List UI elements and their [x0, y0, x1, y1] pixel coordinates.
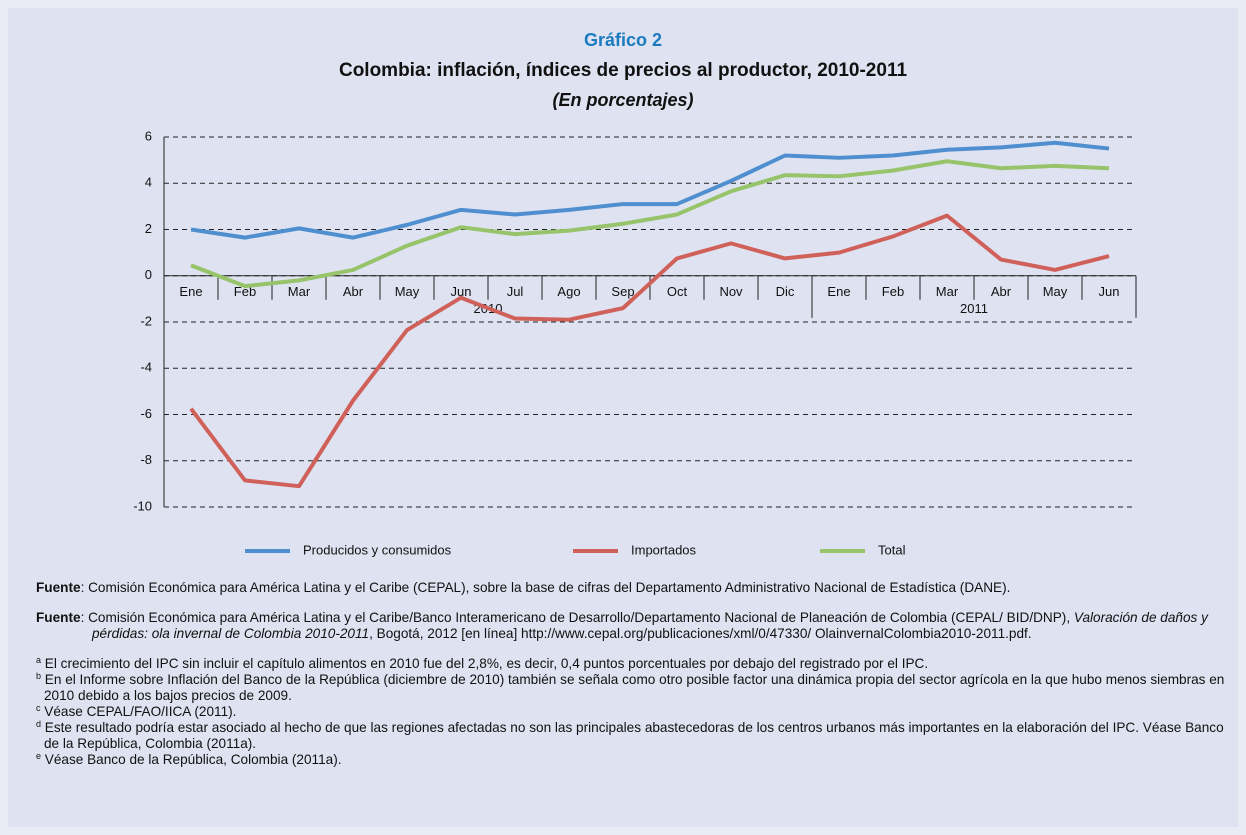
- note-marker: a: [36, 655, 42, 665]
- series-line: [190, 140, 1110, 240]
- x-tick-label: Feb: [882, 284, 904, 299]
- source-text: , Bogotá, 2012 [en línea] http://www.cep…: [369, 626, 1032, 641]
- y-tick-label: 6: [145, 128, 152, 143]
- x-tick-label: Dic: [776, 284, 795, 299]
- x-tick-label: Feb: [234, 284, 256, 299]
- series-line: [189, 213, 1110, 489]
- note-marker: e: [36, 751, 42, 761]
- y-tick-label: -6: [140, 406, 152, 421]
- notes: Fuente: Comisión Económica para América …: [36, 580, 1236, 768]
- chart-title: Colombia: inflación, índices de precios …: [339, 60, 907, 81]
- x-tick-label: Abr: [991, 284, 1012, 299]
- y-tick-label: -4: [140, 360, 152, 375]
- series-line: [190, 159, 1110, 289]
- legend-label: Importados: [631, 542, 697, 557]
- note-text: Este resultado podría estar asociado al …: [44, 720, 1224, 751]
- year-label: 2011: [960, 301, 988, 316]
- x-tick-label: Mar: [288, 284, 311, 299]
- note-text: Véase Banco de la República, Colombia (2…: [44, 752, 342, 767]
- x-tick-label: Jul: [507, 284, 524, 299]
- note: a El crecimiento del IPC sin incluir el …: [36, 656, 1236, 672]
- note: b En el Informe sobre Inflación del Banc…: [36, 672, 1236, 704]
- source-label: Fuente: [36, 610, 81, 625]
- chart: Gráfico 2 Colombia: inflación, índices d…: [133, 30, 1137, 557]
- y-tick-label: -8: [140, 452, 152, 467]
- x-tick-label: Jun: [451, 284, 472, 299]
- legend-label: Producidos y consumidos: [303, 542, 452, 557]
- note: d Este resultado podría estar asociado a…: [36, 720, 1236, 752]
- source-label: Fuente: [36, 580, 81, 595]
- y-tick-label: 2: [145, 221, 152, 236]
- chart-label: Gráfico 2: [584, 30, 662, 50]
- note: c Véase CEPAL/FAO/IICA (2011).: [36, 704, 1236, 720]
- chart-subtitle: (En porcentajes): [552, 90, 693, 110]
- note-text: El crecimiento del IPC sin incluir el ca…: [44, 656, 929, 671]
- y-tick-label: 0: [145, 267, 152, 282]
- x-tick-label: Mar: [936, 284, 959, 299]
- x-tick-label: Nov: [719, 284, 743, 299]
- note-marker: c: [36, 703, 41, 713]
- y-tick-label: 4: [145, 175, 152, 190]
- x-tick-label: Ene: [179, 284, 202, 299]
- note-text: Véase CEPAL/FAO/IICA (2011).: [44, 704, 237, 719]
- x-tick-label: Jun: [1099, 284, 1120, 299]
- legend-label: Total: [878, 542, 906, 557]
- source: Fuente: Comisión Económica para América …: [36, 610, 1236, 642]
- note: e Véase Banco de la República, Colombia …: [36, 752, 1236, 768]
- source-text: : Comisión Económica para América Latina…: [80, 580, 1011, 595]
- source-text: : Comisión Económica para América Latina…: [80, 610, 1074, 625]
- y-tick-label: -10: [133, 498, 152, 513]
- source-text: Valoración de daños y pérdidas: ola inve…: [92, 610, 1208, 641]
- x-tick-label: May: [395, 284, 420, 299]
- x-tick-label: Ago: [557, 284, 580, 299]
- x-tick-label: Abr: [343, 284, 364, 299]
- x-tick-label: Sep: [611, 284, 634, 299]
- note-text: En el Informe sobre Inflación del Banco …: [44, 672, 1225, 703]
- x-tick-label: Oct: [667, 284, 688, 299]
- note-marker: b: [36, 671, 42, 681]
- x-tick-label: Ene: [827, 284, 850, 299]
- y-tick-label: -2: [140, 313, 152, 328]
- x-tick-label: May: [1043, 284, 1068, 299]
- source: Fuente: Comisión Económica para América …: [36, 580, 1236, 596]
- note-marker: d: [36, 719, 42, 729]
